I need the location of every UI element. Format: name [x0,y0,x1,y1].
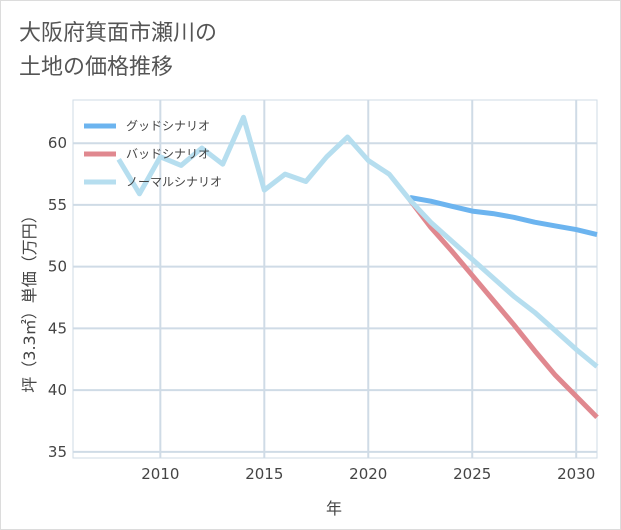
chart-title: 大阪府箕面市瀬川の 土地の価格推移 [19,17,217,85]
title-line-2: 土地の価格推移 [19,55,174,80]
legend-label-1[interactable]: グッドシナリオ [126,119,210,133]
x-tick-label: 2030 [557,465,595,483]
y-tick-label: 55 [48,196,67,214]
y-tick-label: 35 [48,443,67,461]
x-tick-label: 2025 [453,465,491,483]
x-tick-label: 2010 [141,465,179,483]
grid [72,99,598,459]
series-line-1 [409,195,598,238]
x-tick-label: 2020 [349,465,387,483]
x-axis-label: 年 [326,499,342,518]
legend-label-3[interactable]: ノーマルシナリオ [126,175,222,189]
x-tick-label: 2015 [245,465,283,483]
series-line-2 [407,198,599,420]
series-line-3 [116,114,599,369]
title-line-1: 大阪府箕面市瀬川の [19,21,218,46]
legend-label-2[interactable]: バッドシナリオ [126,147,210,161]
y-tick-label: 45 [48,319,67,337]
plot-border [72,99,598,459]
y-tick-label: 60 [48,134,67,152]
y-axis-label: 坪（3.3㎡）単価（万円） [20,207,39,392]
y-tick-label: 50 [48,258,67,276]
y-tick-label: 40 [48,381,67,399]
axis-ticks: 35 40 45 50 55 60 2010 2015 2020 2025 2030 [48,134,595,483]
series-lines [116,114,599,420]
